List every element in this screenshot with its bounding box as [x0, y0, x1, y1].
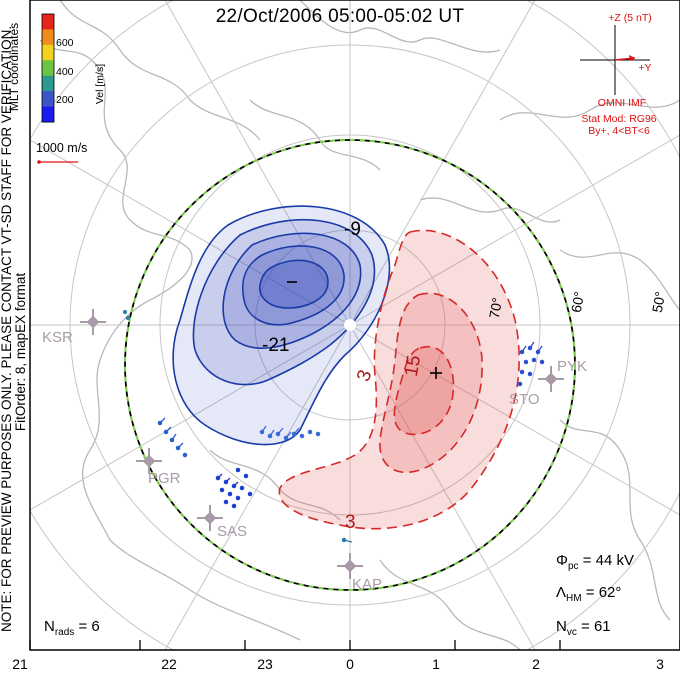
- phi-value: = 44 kV: [582, 552, 634, 569]
- colorbar-swatch: [42, 44, 54, 61]
- meridian-grid: [30, 0, 680, 650]
- plot-frame: [29, 0, 680, 651]
- colorbar: [41, 13, 55, 123]
- contour-label-15: 15: [400, 353, 426, 379]
- colorbar-swatch: [42, 106, 54, 123]
- mlt-tick-21: 21: [12, 656, 28, 672]
- pole-marker: [344, 319, 356, 331]
- velocity-vectors: [122, 309, 545, 543]
- reference-vector-label: 1000 m/s: [36, 141, 88, 155]
- station-label-pyk: PYK: [557, 358, 588, 375]
- colorbar-tick-600: 600: [56, 37, 74, 49]
- station-markers: [80, 309, 564, 579]
- preview-note-line: NOTE: FOR PREVIEW PURPOSES ONLY. PLEASE …: [0, 25, 14, 632]
- imf-dial: [580, 25, 650, 95]
- station-label-pgr: PGR: [148, 470, 181, 487]
- max-potential-marker: [430, 367, 442, 379]
- colorbar-swatch: [42, 29, 54, 46]
- reference-vector-arrow: [37, 160, 78, 164]
- preview-note: NOTE: FOR PREVIEW PURPOSES ONLY. PLEASE …: [0, 25, 28, 632]
- mlt-tick-2: 2: [532, 656, 540, 672]
- station-label-kap: KAP: [352, 576, 383, 593]
- mlt-tick-23: 23: [257, 656, 273, 672]
- contour-label-neg9: -9: [344, 219, 361, 240]
- colorbar-swatch: [42, 75, 54, 92]
- negative-convection-cell: [172, 205, 391, 446]
- colorbar-border: [41, 13, 55, 123]
- hm-latitude: ΛHM = 62°: [556, 584, 621, 604]
- radar-count: Nrads = 6: [44, 618, 100, 638]
- colorbar-tick-400: 400: [56, 66, 74, 78]
- mlt-tick-0: 0: [346, 656, 354, 672]
- imf-bz-label: +Z (5 nT): [608, 12, 652, 24]
- fit-order-line: FitOrder: 8, mapEX format: [13, 272, 28, 432]
- station-label-sas: SAS: [217, 523, 248, 540]
- mlt-tick-marks: [29, 640, 680, 650]
- phi-subscript: pc: [567, 561, 579, 572]
- nvc-value: = 61: [581, 618, 611, 635]
- imf-source: OMNI IMF: [597, 97, 647, 109]
- coastline: [39, 0, 680, 650]
- positive-convection-cell: [278, 229, 520, 530]
- lambda-subscript: HM: [566, 593, 582, 604]
- nrads-symbol: N: [44, 618, 55, 635]
- lambda-symbol: Λ: [556, 584, 567, 601]
- colorbar-swatch: [42, 60, 54, 77]
- colorbar-swatch: [42, 14, 54, 30]
- lambda-value: = 62°: [585, 584, 622, 601]
- coordinate-system-label: MLT coordinates: [7, 22, 21, 112]
- station-label-ksr: KSR: [42, 329, 73, 346]
- imf-by-label: +Y: [638, 62, 652, 74]
- nrads-subscript: rads: [54, 627, 75, 638]
- contour-label-neg21: -21: [262, 335, 290, 356]
- heppner-maynard-boundary-dashes: [124, 139, 576, 591]
- phi-symbol: Φ: [556, 552, 568, 569]
- mlt-tick-1: 1: [432, 656, 440, 672]
- nvc-symbol: N: [556, 618, 567, 635]
- colorbar-tick-200: 200: [56, 94, 74, 106]
- vector-count: Nvc = 61: [556, 618, 611, 638]
- colorbar-swatch: [42, 91, 54, 108]
- contour-label-3-lower: 3: [345, 512, 356, 533]
- station-label-sto: STO: [509, 391, 540, 408]
- statistical-model: Stat Mod: RG96: [581, 113, 657, 125]
- colorbar-label: Vel [m/s]: [94, 63, 107, 105]
- mlt-tick-22: 22: [161, 656, 177, 672]
- nvc-subscript: vc: [566, 627, 577, 638]
- polar-cap-potential: Φpc = 44 kV: [556, 552, 634, 572]
- imf-condition: By+, 4<BT<6: [588, 125, 650, 137]
- nrads-value: = 6: [78, 618, 100, 635]
- map-title: 22/Oct/2006 05:00-05:02 UT: [215, 6, 465, 27]
- mlt-tick-3: 3: [656, 656, 664, 672]
